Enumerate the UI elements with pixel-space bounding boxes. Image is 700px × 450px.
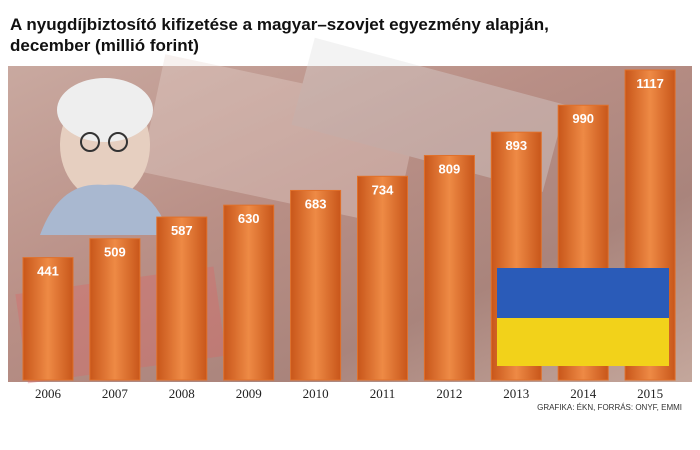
value-label: 893 [505, 138, 527, 153]
source-note: GRAFIKA: ÉKN, FORRÁS: ONYF, EMMI [537, 403, 682, 412]
bar [290, 189, 342, 381]
x-tick-label: 2012 [436, 386, 462, 401]
value-label: 990 [572, 111, 594, 126]
bar [22, 257, 74, 381]
value-label: 809 [439, 161, 461, 176]
x-tick-label: 2008 [169, 386, 195, 401]
x-tick-label: 2014 [570, 386, 597, 401]
bar [89, 238, 141, 381]
value-label: 441 [37, 264, 59, 279]
x-tick-label: 2013 [503, 386, 529, 401]
x-tick-label: 2007 [102, 386, 129, 401]
value-label: 734 [372, 182, 394, 197]
value-label: 630 [238, 211, 260, 226]
x-tick-label: 2011 [370, 386, 396, 401]
ukraine-flag [497, 268, 669, 366]
bar [223, 204, 275, 381]
bar [423, 154, 475, 381]
portrait [40, 78, 170, 235]
x-tick-label: 2010 [303, 386, 329, 401]
bar [156, 216, 208, 381]
chart-title: A nyugdíjbiztosító kifizetése a magyar–s… [10, 15, 549, 34]
value-label: 587 [171, 223, 193, 238]
x-tick-label: 2009 [236, 386, 262, 401]
value-label: 1117 [636, 76, 664, 91]
chart-subtitle: december (millió forint) [10, 36, 199, 55]
bar [357, 175, 408, 381]
value-label: 509 [104, 245, 126, 260]
x-tick-label: 2006 [35, 386, 62, 401]
value-label: 683 [305, 196, 327, 211]
x-tick-label: 2015 [637, 386, 663, 401]
